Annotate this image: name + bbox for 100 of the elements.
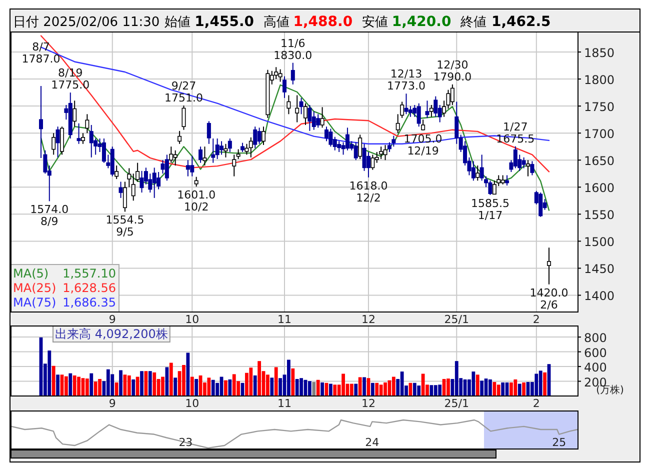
bar [68,373,72,396]
y-tick-label: 800 [584,331,607,346]
annotation: 1554.5 9/5 [106,214,144,239]
annotation: 9/27 1751.0 [164,80,203,105]
bar [274,367,278,396]
candlestick [370,154,375,170]
candlestick [211,138,216,164]
y-tick-label: 1850 [584,46,615,60]
bar [152,372,156,396]
bar [169,362,173,396]
bar [354,384,358,396]
x-tick-label: 23 [178,436,193,449]
candlestick [182,105,186,130]
candlestick [316,114,320,128]
bar [72,375,76,396]
bar [224,380,228,396]
text: 安値 [362,14,388,30]
candlestick [282,76,287,98]
candlestick [488,180,492,196]
candlestick [228,138,232,152]
candlestick [308,104,312,132]
candlestick [476,165,480,182]
candlestick [202,146,207,166]
bar [400,372,404,396]
bar [249,368,253,396]
candlestick [240,142,245,152]
bar [194,378,198,396]
bar [476,374,480,396]
candlestick [173,150,178,166]
y-tick-label: 1750 [584,100,615,114]
candlestick [253,126,258,149]
candlestick [500,174,505,185]
bar [534,374,538,396]
candlestick [416,102,421,128]
candlestick [76,122,81,144]
candlestick [72,100,77,128]
bar [127,375,131,396]
text: 1,420.0 [392,14,452,30]
y-tick-label: 600 [584,346,607,360]
candlestick [127,168,132,188]
text: 1,455.0 [194,14,254,30]
bar [392,376,396,396]
candlestick [425,100,430,118]
bar [266,374,270,396]
candlestick [278,68,282,82]
candlestick [320,106,324,128]
annotation: 1574.0 8/9 [30,203,69,228]
bar [480,380,484,396]
candlestick [198,146,203,164]
x-tick-label: 25/1 [444,397,469,410]
bar [228,379,232,396]
bar [287,360,290,396]
x-tick-label: 24 [365,436,380,449]
bar [140,371,144,396]
annotation: 11/6 1830.0 [274,36,312,62]
candlestick [262,126,266,146]
candlestick [404,93,408,115]
candlestick [178,130,182,144]
bar [90,373,94,396]
bar [308,381,312,396]
candlestick [345,127,350,151]
candlestick [450,84,454,106]
bar [446,378,450,396]
annotation: 1601.0 10/2 [177,188,216,214]
y-tick-label: 400 [584,360,607,375]
annotation: 1,686.35 [62,296,116,310]
candlestick [206,120,211,144]
candlestick [194,176,198,188]
x-tick-label: 12 [361,313,376,326]
annotation: 1420.0 2/6 [530,286,568,312]
bar [358,377,362,396]
bar [472,372,476,396]
bar [412,382,416,396]
bar [312,382,316,396]
candlestick [513,146,518,169]
text: 1,488.0 [293,14,353,30]
candlestick [383,144,388,161]
candlestick [52,132,56,156]
x-tick-label: 2 [532,313,540,326]
bar [182,364,186,396]
bar [514,379,518,396]
bar [270,378,274,396]
bar [186,352,190,396]
candlestick [224,143,228,158]
bar [190,376,194,396]
candlestick [526,160,530,177]
text: 終値 [459,15,486,30]
bar [328,384,332,396]
bar [501,382,505,396]
bar [417,386,421,396]
candlestick [366,152,370,178]
candlestick [286,94,291,115]
bar [518,384,522,396]
candlestick [122,181,127,212]
x-tick-label: 10 [185,397,200,410]
bar [94,382,98,396]
bar [384,382,387,396]
bar [174,378,178,396]
candlestick [522,156,526,169]
x-tick-label: 25 [552,436,566,449]
